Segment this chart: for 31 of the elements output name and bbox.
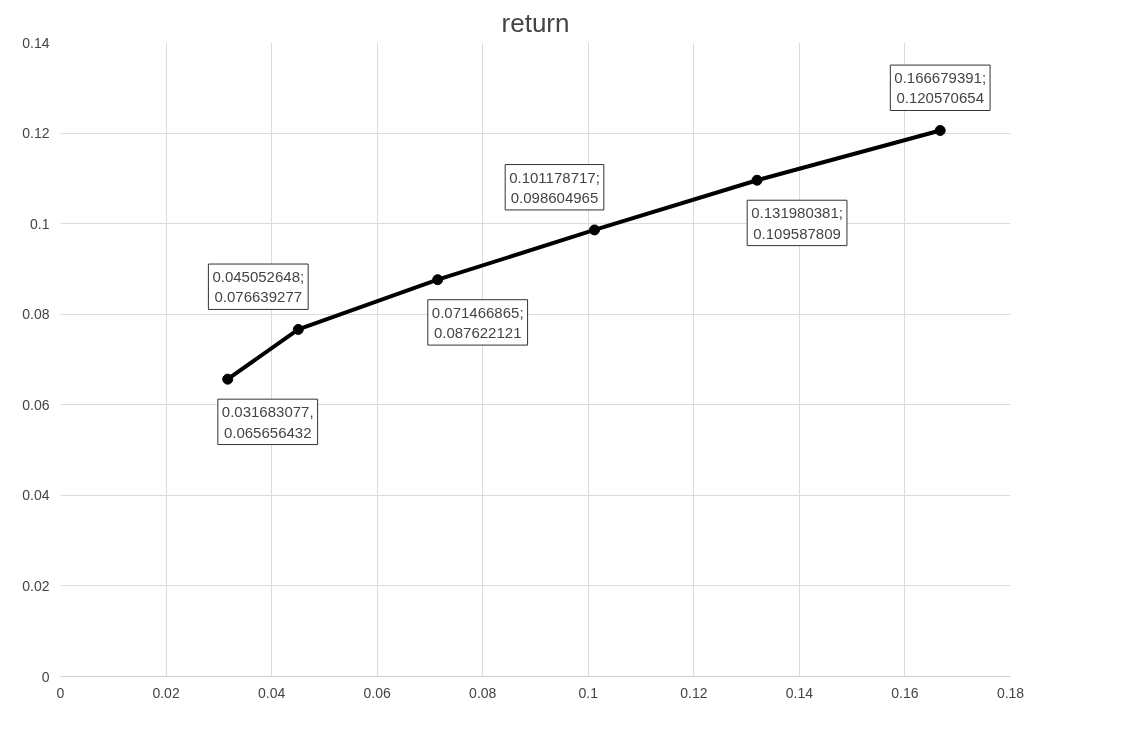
x-tick-label: 0.12	[680, 684, 708, 701]
point	[934, 125, 946, 136]
y-tick-label: 0	[41, 668, 50, 685]
x-tick-label: 0.08	[469, 684, 497, 701]
data-label: 0.101178717; 0.098604965	[509, 168, 600, 206]
point	[432, 274, 444, 286]
x-tick-label: 0.06	[363, 684, 391, 701]
x-tick-label: 0.16	[891, 684, 919, 701]
point	[751, 174, 763, 186]
data-label: 0.045052648; 0.076639277	[212, 268, 305, 306]
x-tick-label: 0.02	[152, 684, 180, 701]
y-tick-label: 0.1	[30, 215, 50, 232]
x-tick-label: 0.1	[578, 684, 599, 701]
y-tick-label: 0.02	[22, 577, 50, 594]
x-tick-label: 0	[56, 684, 65, 701]
point	[292, 323, 304, 335]
data-label: 0.031683077, 0.065656432	[221, 403, 314, 441]
data-label: 0.166679391; 0.120570654	[894, 69, 987, 107]
x-tick-label: 0.14	[785, 684, 814, 701]
data-label: 0.071466865; 0.087622121	[431, 303, 524, 342]
point	[589, 224, 600, 236]
y-tick-label: 0.08	[22, 306, 50, 323]
data-label: 0.131980381; 0.109587809	[751, 204, 843, 242]
x-tick-label: 0.04	[257, 684, 286, 701]
x-tick-label: 0.18	[996, 684, 1025, 701]
y-tick-label: 0.06	[22, 396, 50, 413]
chart-title: return	[501, 7, 570, 38]
y-tick-label: 0.04	[22, 487, 50, 504]
point	[222, 373, 234, 385]
y-tick-label: 0.14	[22, 34, 50, 51]
y-tick-label: 0.12	[22, 125, 50, 142]
